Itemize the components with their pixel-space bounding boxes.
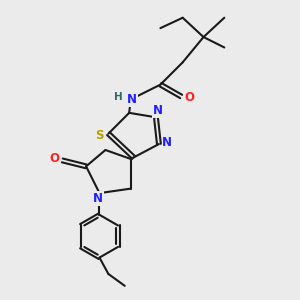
- Text: O: O: [184, 92, 194, 104]
- Text: H: H: [115, 92, 123, 101]
- Text: N: N: [127, 93, 137, 106]
- Text: N: N: [152, 104, 162, 117]
- Text: N: N: [93, 192, 103, 205]
- Text: N: N: [162, 136, 172, 149]
- Text: O: O: [49, 152, 59, 165]
- Text: S: S: [95, 129, 104, 142]
